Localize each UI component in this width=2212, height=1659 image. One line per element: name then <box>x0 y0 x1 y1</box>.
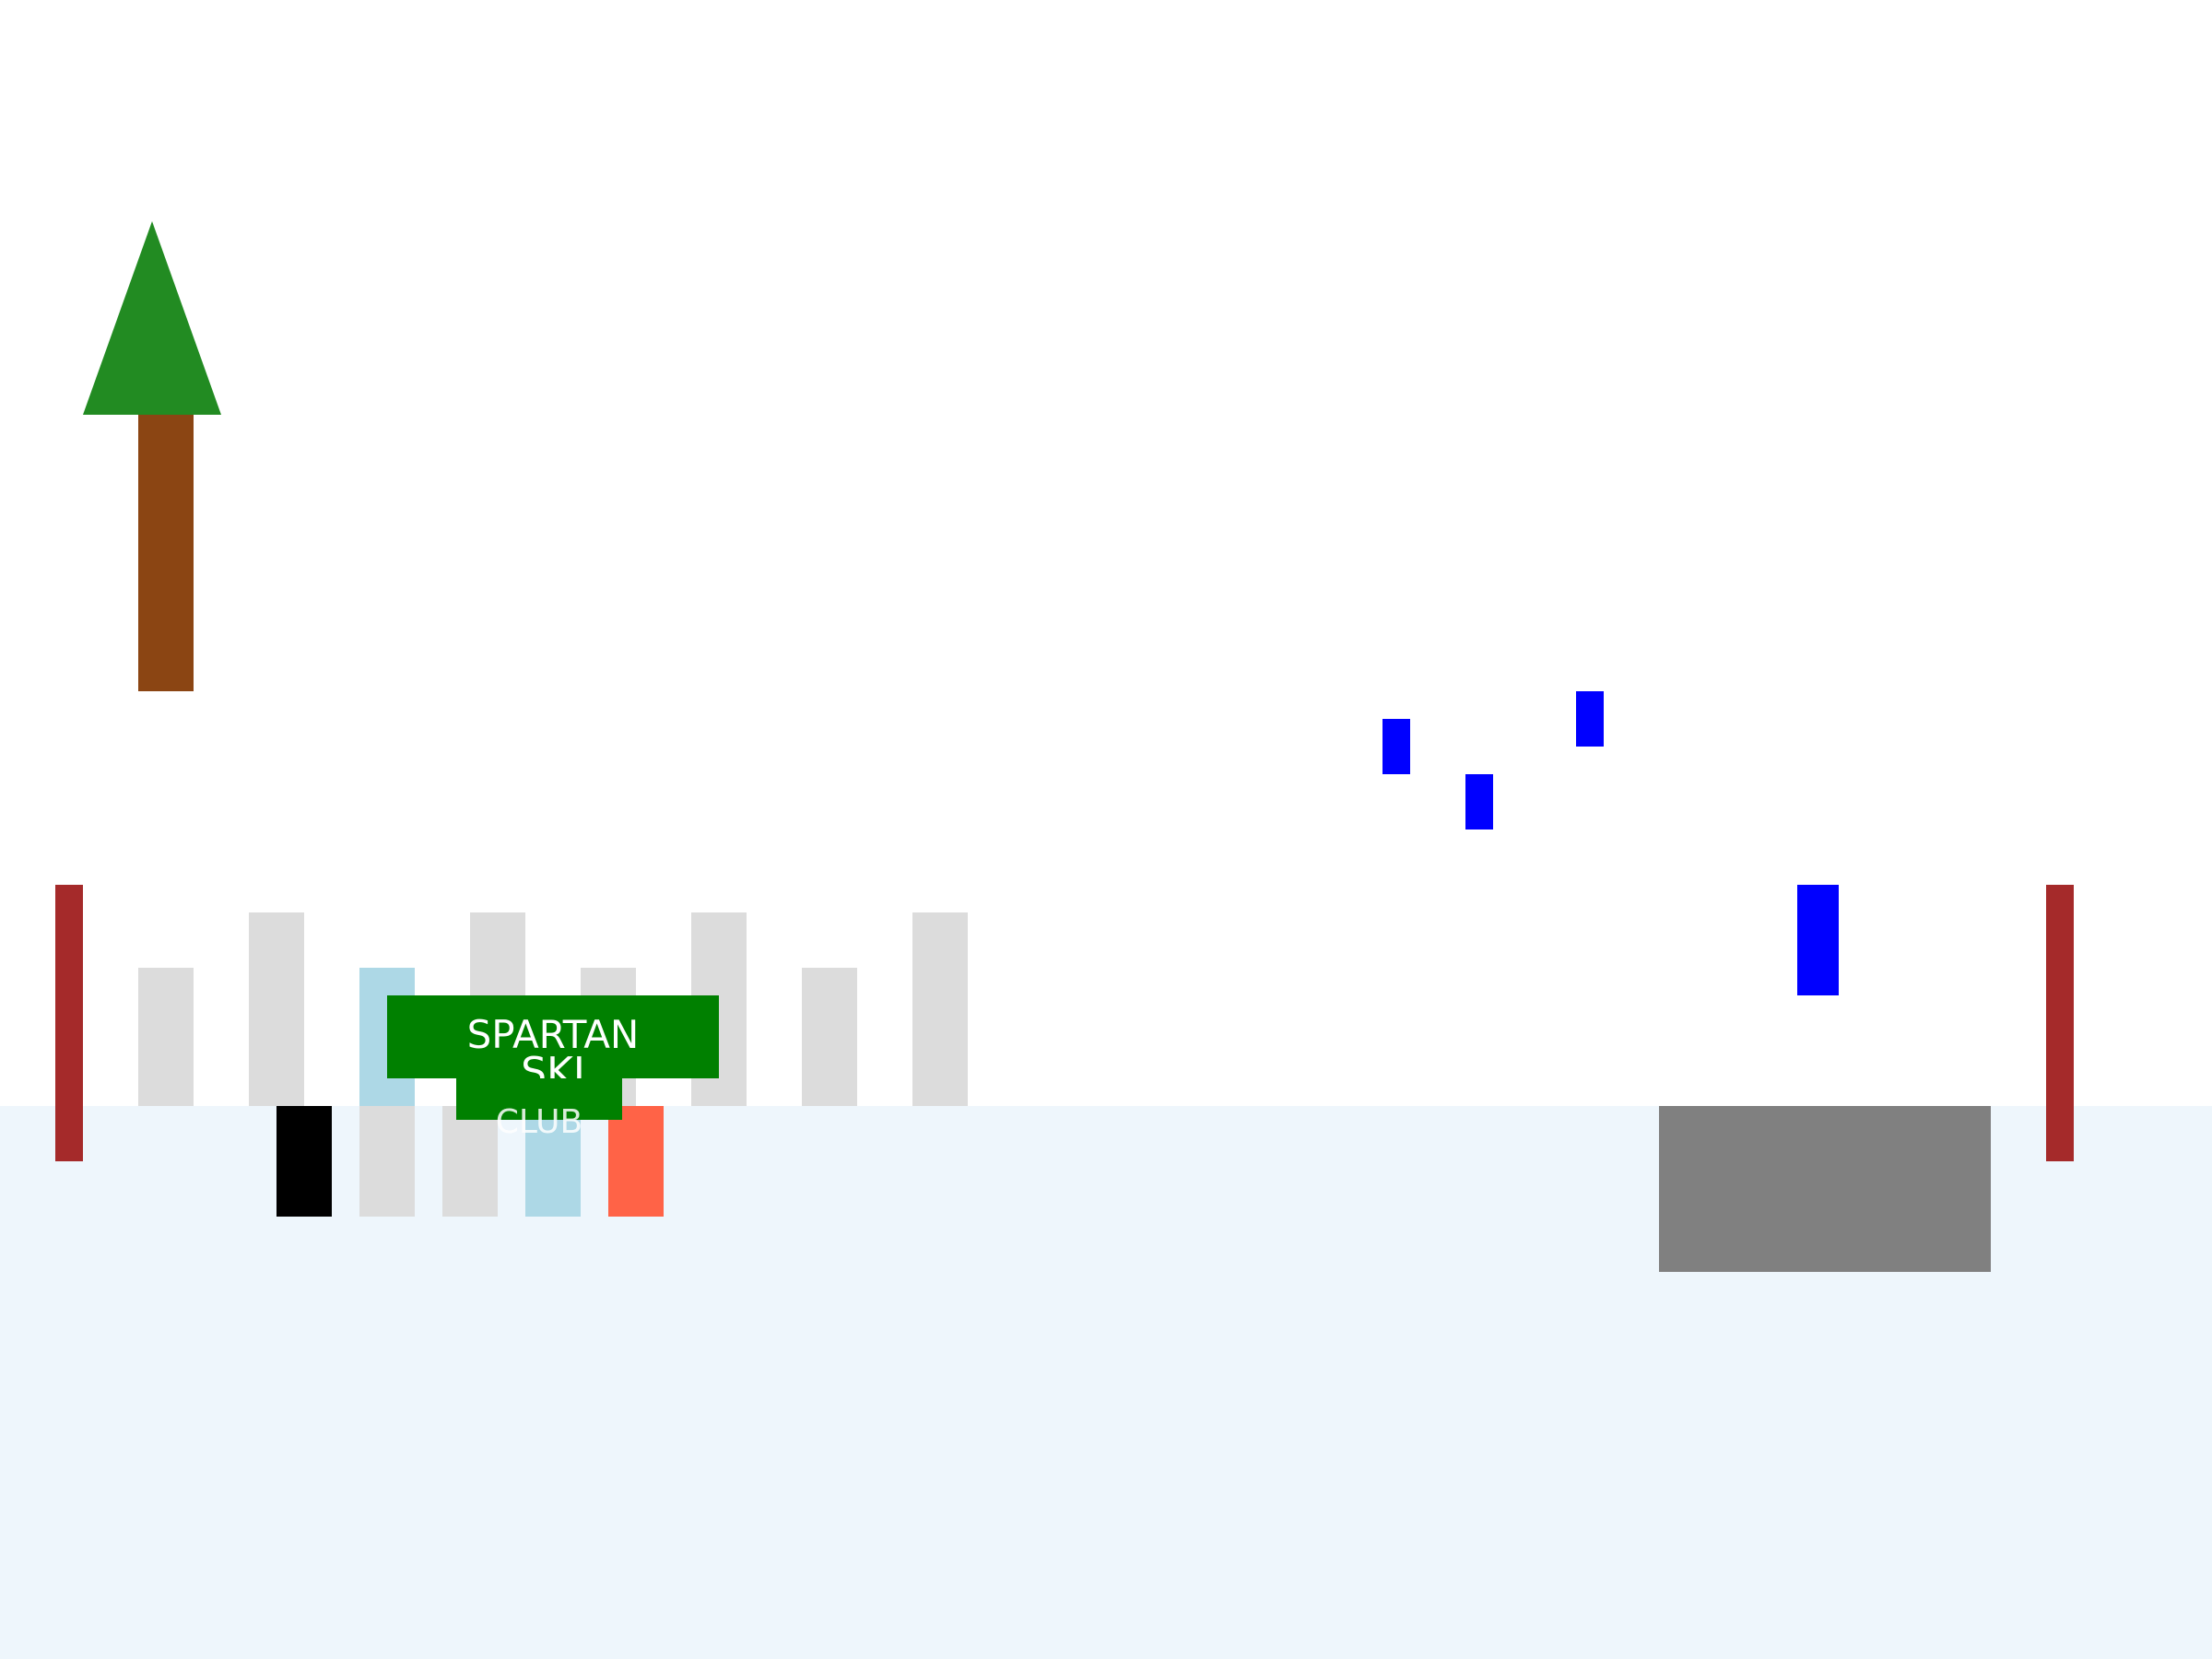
skier-gray-2-icon <box>442 1106 498 1217</box>
fence-post-8 <box>912 912 968 1106</box>
skier-gray-1-icon <box>359 1106 415 1217</box>
tree-trunk <box>138 415 194 691</box>
sign-board-top: SPARTAN SKI <box>387 995 719 1078</box>
fence-post-1 <box>138 968 194 1106</box>
sign-line-1: SPARTAN <box>466 1012 640 1057</box>
sign-line-2: SKI <box>521 1053 585 1078</box>
sign-line-3: CLUB <box>495 1103 583 1141</box>
rock-block-icon <box>1659 1106 1991 1272</box>
skier-light-blue-icon <box>525 1106 581 1217</box>
fence-post-7 <box>802 968 857 1106</box>
skier-coral-icon <box>608 1106 664 1217</box>
skier-black-icon <box>276 1106 332 1217</box>
blue-skier-icon <box>1797 885 1839 995</box>
gate-pole-left-icon <box>55 885 83 1161</box>
gate-pole-right-icon <box>2046 885 2074 1161</box>
blue-bird-3-icon <box>1576 691 1604 747</box>
sign-board-bottom: CLUB <box>456 1078 622 1139</box>
blue-bird-2-icon <box>1465 774 1493 830</box>
fence-post-2 <box>249 912 304 1106</box>
tree-foliage <box>83 221 221 415</box>
blue-bird-1-icon <box>1382 719 1410 774</box>
